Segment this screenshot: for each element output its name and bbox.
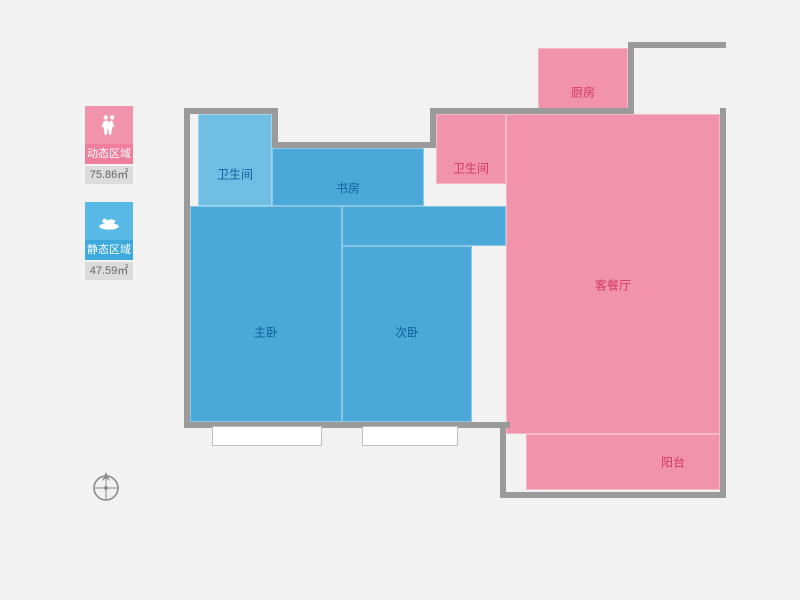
people-icon [85,106,133,144]
room-label-second: 次卧 [395,324,419,341]
room-study [272,148,424,206]
window-box [212,426,322,446]
room-master [190,206,342,422]
wall-segment [628,42,726,48]
compass-icon [88,468,124,504]
window-box [362,426,458,446]
legend-dynamic-value: 75.86㎡ [85,166,133,184]
legend-static-title: 静态区域 [85,240,133,260]
room-label-master: 主卧 [254,324,278,341]
room-balcony [526,434,720,490]
wall-segment [500,422,506,498]
room-label-bath1: 卫生间 [217,166,253,183]
room-living [506,114,720,434]
wall-segment [500,492,726,498]
room-label-study: 书房 [336,180,360,197]
legend: 动态区域 75.86㎡ 静态区域 47.59㎡ [78,106,140,298]
room-label-bath2: 卫生间 [453,160,489,177]
legend-static: 静态区域 47.59㎡ [78,202,140,280]
floorplan: 厨房卫生间客餐厅阳台 卫生间书房主卧 次卧 [190,48,730,538]
wall-segment [430,108,506,114]
room-corridor [342,206,506,246]
wall-segment [720,108,726,498]
wall-segment [184,108,190,428]
sleep-icon [85,202,133,240]
wall-segment [628,42,634,114]
legend-dynamic: 动态区域 75.86㎡ [78,106,140,184]
room-label-kitchen: 厨房 [571,84,595,101]
room-label-living: 客餐厅 [595,277,631,294]
wall-segment [272,142,436,148]
room-label-balcony: 阳台 [661,454,685,471]
wall-segment [272,108,278,148]
legend-dynamic-title: 动态区域 [85,144,133,164]
room-bath1 [198,114,272,206]
legend-static-value: 47.59㎡ [85,262,133,280]
wall-segment [500,108,634,114]
wall-segment [190,108,278,114]
